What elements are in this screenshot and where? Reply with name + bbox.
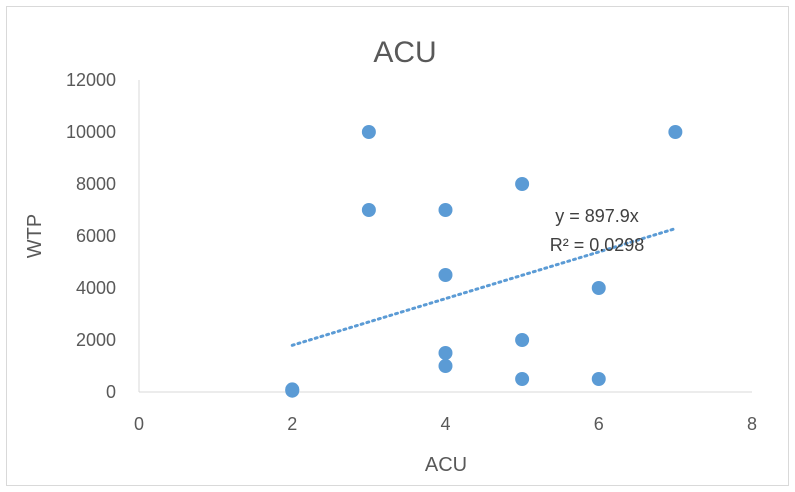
data-point [438, 268, 453, 282]
data-point [438, 203, 453, 217]
y-tick-label: 0 [106, 382, 116, 402]
x-axis-ticks: 0 2 4 6 8 [134, 414, 757, 434]
data-point [285, 383, 300, 398]
x-axis-title: ACU [425, 454, 467, 476]
data-point [438, 359, 453, 373]
chart-title: ACU [373, 36, 436, 69]
y-tick-label: 4000 [76, 278, 116, 298]
data-point [361, 203, 376, 217]
trendline-equation: y = 897.9x [555, 206, 639, 226]
y-tick-label: 8000 [76, 174, 116, 194]
y-tick-label: 6000 [76, 226, 116, 246]
data-point [515, 372, 530, 386]
trendline-r-squared: R² = 0.0298 [550, 235, 645, 255]
data-point [591, 372, 606, 386]
y-tick-label: 12000 [66, 70, 116, 90]
data-point [668, 125, 683, 139]
x-tick-label: 2 [287, 414, 297, 434]
data-point [515, 333, 530, 347]
data-points [285, 125, 683, 398]
data-point [361, 125, 376, 139]
data-point [515, 177, 530, 191]
x-tick-label: 0 [134, 414, 144, 434]
x-tick-label: 8 [747, 414, 757, 434]
chart-area [6, 6, 789, 486]
x-tick-label: 6 [594, 414, 604, 434]
x-tick-label: 4 [440, 414, 450, 434]
data-point [438, 346, 453, 360]
y-axis-title: WTP [24, 214, 46, 258]
trendline [290, 227, 677, 347]
data-point [591, 281, 606, 295]
y-axis-ticks: 0 2000 4000 6000 8000 10000 12000 [66, 70, 116, 402]
y-tick-label: 2000 [76, 330, 116, 350]
y-tick-label: 10000 [66, 122, 116, 142]
